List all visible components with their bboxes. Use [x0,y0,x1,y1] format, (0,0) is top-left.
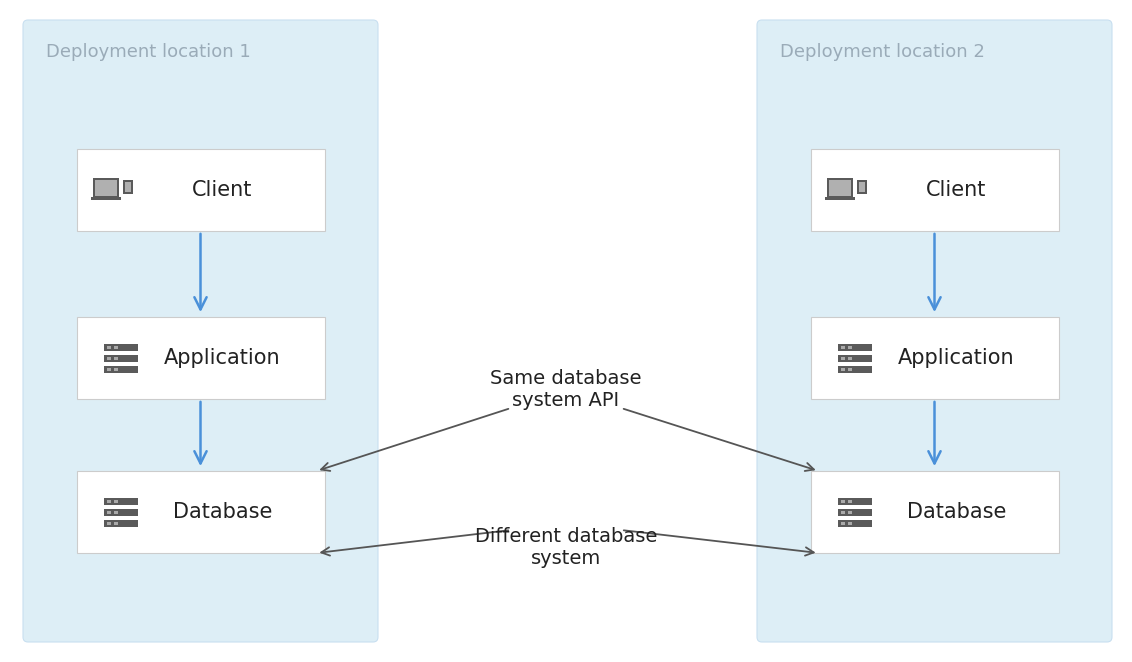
Bar [113,510,118,514]
Bar [106,357,111,359]
Bar [106,500,111,502]
Bar [103,520,137,526]
Bar [840,522,844,524]
Bar [838,508,872,516]
Text: Database: Database [173,502,272,522]
Bar [106,346,111,348]
FancyBboxPatch shape [757,20,1112,642]
FancyBboxPatch shape [811,149,1058,231]
Bar [848,500,851,502]
Bar [106,522,111,524]
Bar [848,357,851,359]
FancyBboxPatch shape [811,471,1058,553]
Bar [824,197,855,200]
Bar [840,510,844,514]
Text: Application: Application [164,348,281,368]
Bar [838,520,872,526]
Bar [103,344,137,350]
Text: Client: Client [926,180,987,200]
Bar [838,498,872,504]
Bar [113,500,118,502]
Bar [840,500,844,502]
Text: Database: Database [907,502,1006,522]
FancyBboxPatch shape [857,180,866,194]
Bar [113,357,118,359]
Bar [103,365,137,373]
Bar [94,180,117,196]
FancyBboxPatch shape [93,178,119,198]
Bar [113,346,118,348]
Text: Deployment location 2: Deployment location 2 [780,43,985,61]
FancyBboxPatch shape [77,471,325,553]
FancyBboxPatch shape [122,180,132,194]
Bar [125,182,130,192]
FancyBboxPatch shape [77,149,325,231]
Bar [840,357,844,359]
Bar [838,354,872,361]
Bar [848,367,851,371]
Bar [848,346,851,348]
Bar [829,180,850,196]
Text: Same database
system API: Same database system API [490,369,642,410]
Text: Application: Application [898,348,1014,368]
Bar [113,367,118,371]
Text: Client: Client [192,180,252,200]
Bar [91,197,120,200]
Bar [848,510,851,514]
Text: Different database
system: Different database system [474,528,658,569]
FancyBboxPatch shape [23,20,378,642]
Bar [106,367,111,371]
Bar [103,354,137,361]
Bar [858,182,865,192]
FancyBboxPatch shape [826,178,852,198]
Bar [113,522,118,524]
Bar [840,346,844,348]
Bar [848,522,851,524]
Text: Deployment location 1: Deployment location 1 [46,43,251,61]
FancyBboxPatch shape [77,317,325,399]
Bar [106,510,111,514]
Bar [103,508,137,516]
FancyBboxPatch shape [811,317,1058,399]
Bar [103,498,137,504]
Bar [838,365,872,373]
Bar [838,344,872,350]
Bar [840,367,844,371]
